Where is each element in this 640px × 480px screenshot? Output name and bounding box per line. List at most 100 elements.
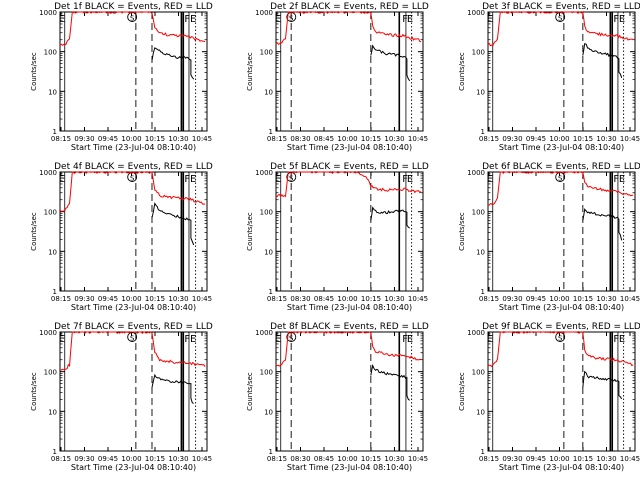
- marker-e-label: E: [275, 334, 281, 345]
- marker-f-label: F: [402, 14, 408, 25]
- x-tick-label: 08:15: [479, 455, 499, 463]
- x-tick-label: 09:30: [502, 135, 522, 143]
- marker-s-label: S: [558, 15, 563, 23]
- x-tick-label: 10:30: [596, 135, 616, 143]
- x-tick-label: 10:15: [361, 135, 381, 143]
- panel-det-6: Det 6f BLACK = Events, RED = LLD 1 10 100 10…: [458, 162, 640, 312]
- panel-title: Det 9f BLACK = Events, RED = LLD: [482, 322, 640, 332]
- marker-e-label: E: [275, 174, 281, 185]
- y-tick-label: 1000: [255, 169, 273, 177]
- marker-e-label: E: [619, 334, 625, 345]
- marker-s-label: S: [289, 15, 294, 23]
- marker-f-label: F: [613, 334, 619, 345]
- panel-title: Det 7f BLACK = Events, RED = LLD: [54, 322, 213, 332]
- y-tick-label: 1000: [467, 329, 485, 337]
- x-tick-label: 10:00: [337, 295, 357, 303]
- x-tick-label: 10:30: [596, 455, 616, 463]
- panel-det-2: Det 2f BLACK = Events, RED = LLD 1 10 100 10…: [246, 2, 429, 152]
- x-axis-label: Start Time (23-Jul-04 08:10:40): [499, 463, 624, 472]
- marker-f-label: F: [184, 174, 190, 185]
- x-tick-label: 08:15: [51, 295, 71, 303]
- lld-series-line: [59, 331, 206, 371]
- y-tick-label: 1: [269, 448, 273, 456]
- marker-s-label: S: [289, 335, 294, 343]
- lld-series-line: [275, 11, 422, 45]
- y-tick-label: 1: [269, 128, 273, 136]
- x-tick-label: 09:45: [98, 135, 118, 143]
- plot-frame: [59, 11, 208, 132]
- events-series-line: [582, 208, 623, 241]
- marker-s-label: S: [558, 175, 563, 183]
- marker-e-label: E: [407, 174, 413, 185]
- y-tick-label: 100: [260, 209, 273, 217]
- x-tick-label: 08:15: [51, 455, 71, 463]
- x-axis-label: Start Time (23-Jul-04 08:10:40): [71, 303, 196, 312]
- y-tick-label: 10: [264, 88, 273, 96]
- lld-series-line: [59, 171, 206, 212]
- x-tick-label: 10:30: [168, 135, 188, 143]
- marker-f-label: F: [613, 14, 619, 25]
- x-tick-label: 08:45: [314, 295, 334, 303]
- plot-frame: [275, 331, 424, 452]
- plot-frame: [59, 171, 208, 292]
- x-tick-label: 09:30: [74, 295, 94, 303]
- y-tick-label: 1000: [255, 9, 273, 17]
- y-axis-label: Counts/sec: [30, 212, 38, 251]
- x-tick-label: 10:15: [361, 455, 381, 463]
- y-axis-label: Counts/sec: [458, 212, 466, 251]
- panel-title: Det 2f BLACK = Events, RED = LLD: [270, 2, 429, 12]
- lld-series-line: [487, 171, 634, 206]
- marker-e-label: E: [190, 334, 196, 345]
- y-tick-label: 1: [53, 128, 57, 136]
- x-tick-label: 10:15: [145, 135, 165, 143]
- x-tick-label: 08:30: [290, 135, 310, 143]
- x-tick-label: 09:45: [98, 455, 118, 463]
- x-tick-label: 10:00: [337, 135, 357, 143]
- y-tick-label: 10: [264, 408, 273, 416]
- y-tick-label: 100: [260, 49, 273, 57]
- y-axis-label: Counts/sec: [458, 372, 466, 411]
- x-tick-label: 08:30: [290, 295, 310, 303]
- x-axis-label: Start Time (23-Jul-04 08:10:40): [499, 143, 624, 152]
- panel-title: Det 5f BLACK = Events, RED = LLD: [270, 162, 429, 172]
- events-series-line: [582, 43, 623, 78]
- events-series-line: [370, 363, 410, 401]
- y-tick-label: 1: [481, 288, 485, 296]
- x-tick-label: 10:00: [549, 295, 569, 303]
- x-tick-label: 10:15: [361, 295, 381, 303]
- x-tick-label: 10:45: [408, 295, 428, 303]
- x-tick-label: 08:15: [479, 295, 499, 303]
- marker-s-label: S: [130, 335, 135, 343]
- y-tick-label: 10: [476, 408, 485, 416]
- marker-e-label: E: [59, 14, 65, 25]
- x-tick-label: 10:45: [408, 135, 428, 143]
- marker-e-label: E: [487, 334, 493, 345]
- y-tick-label: 10: [48, 248, 57, 256]
- y-tick-label: 1000: [467, 9, 485, 17]
- panel-det-9: Det 9f BLACK = Events, RED = LLD 1 10 100 10…: [458, 322, 640, 472]
- marker-s-circle: [127, 172, 138, 182]
- x-tick-label: 10:30: [384, 455, 404, 463]
- panel-det-3: Det 3f BLACK = Events, RED = LLD 1 10 100 10…: [458, 2, 640, 152]
- y-tick-label: 100: [472, 369, 485, 377]
- x-tick-label: 10:30: [384, 295, 404, 303]
- panel-det-4: Det 4f BLACK = Events, RED = LLD 1 10 100 10…: [30, 162, 213, 312]
- x-axis-label: Start Time (23-Jul-04 08:10:40): [499, 303, 624, 312]
- x-tick-label: 08:15: [51, 135, 71, 143]
- events-series-line: [151, 47, 195, 80]
- y-tick-label: 10: [48, 408, 57, 416]
- y-tick-label: 10: [476, 88, 485, 96]
- y-tick-label: 1: [481, 128, 485, 136]
- lld-series-line: [487, 331, 634, 368]
- panel-det-7: Det 7f BLACK = Events, RED = LLD 1 10 100 10…: [30, 322, 213, 472]
- x-tick-label: 09:45: [526, 455, 546, 463]
- y-axis-label: Counts/sec: [246, 212, 254, 251]
- x-tick-label: 10:00: [549, 135, 569, 143]
- lld-series-line: [275, 331, 422, 367]
- plot-frame: [59, 331, 208, 452]
- x-axis-label: Start Time (23-Jul-04 08:10:40): [71, 143, 196, 152]
- events-series-line: [151, 373, 194, 404]
- marker-f-label: F: [184, 334, 190, 345]
- x-axis-label: Start Time (23-Jul-04 08:10:40): [287, 463, 412, 472]
- x-tick-label: 09:30: [74, 135, 94, 143]
